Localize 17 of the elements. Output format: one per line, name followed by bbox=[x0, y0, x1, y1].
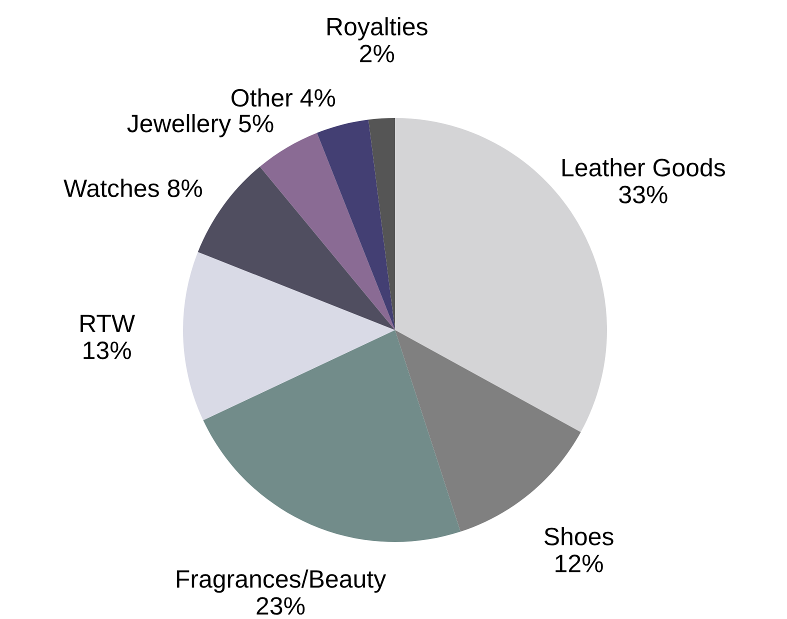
slice-label: Royalties bbox=[328, 17, 428, 40]
data-label: 33% bbox=[619, 186, 668, 204]
slice-label: Shoes bbox=[544, 527, 614, 546]
slice-label: Other 4% bbox=[232, 88, 336, 107]
slice-label: Fragrances/Beauty bbox=[176, 569, 386, 593]
slice-label: Jewellery 5% bbox=[127, 114, 274, 138]
pie-slice bbox=[260, 132, 395, 330]
data-label: 2% bbox=[360, 44, 394, 62]
data-label: 23% bbox=[256, 597, 305, 615]
data-label: 13% bbox=[84, 342, 131, 360]
slice-label: RTW bbox=[80, 314, 135, 332]
slice-label: Leather Goods bbox=[562, 158, 725, 176]
pie-slice bbox=[203, 330, 461, 542]
pie-slice bbox=[316, 120, 395, 330]
slice-label: Watches 8% bbox=[64, 178, 202, 198]
data-label: 12% bbox=[556, 554, 603, 572]
pie-slice bbox=[183, 252, 395, 420]
